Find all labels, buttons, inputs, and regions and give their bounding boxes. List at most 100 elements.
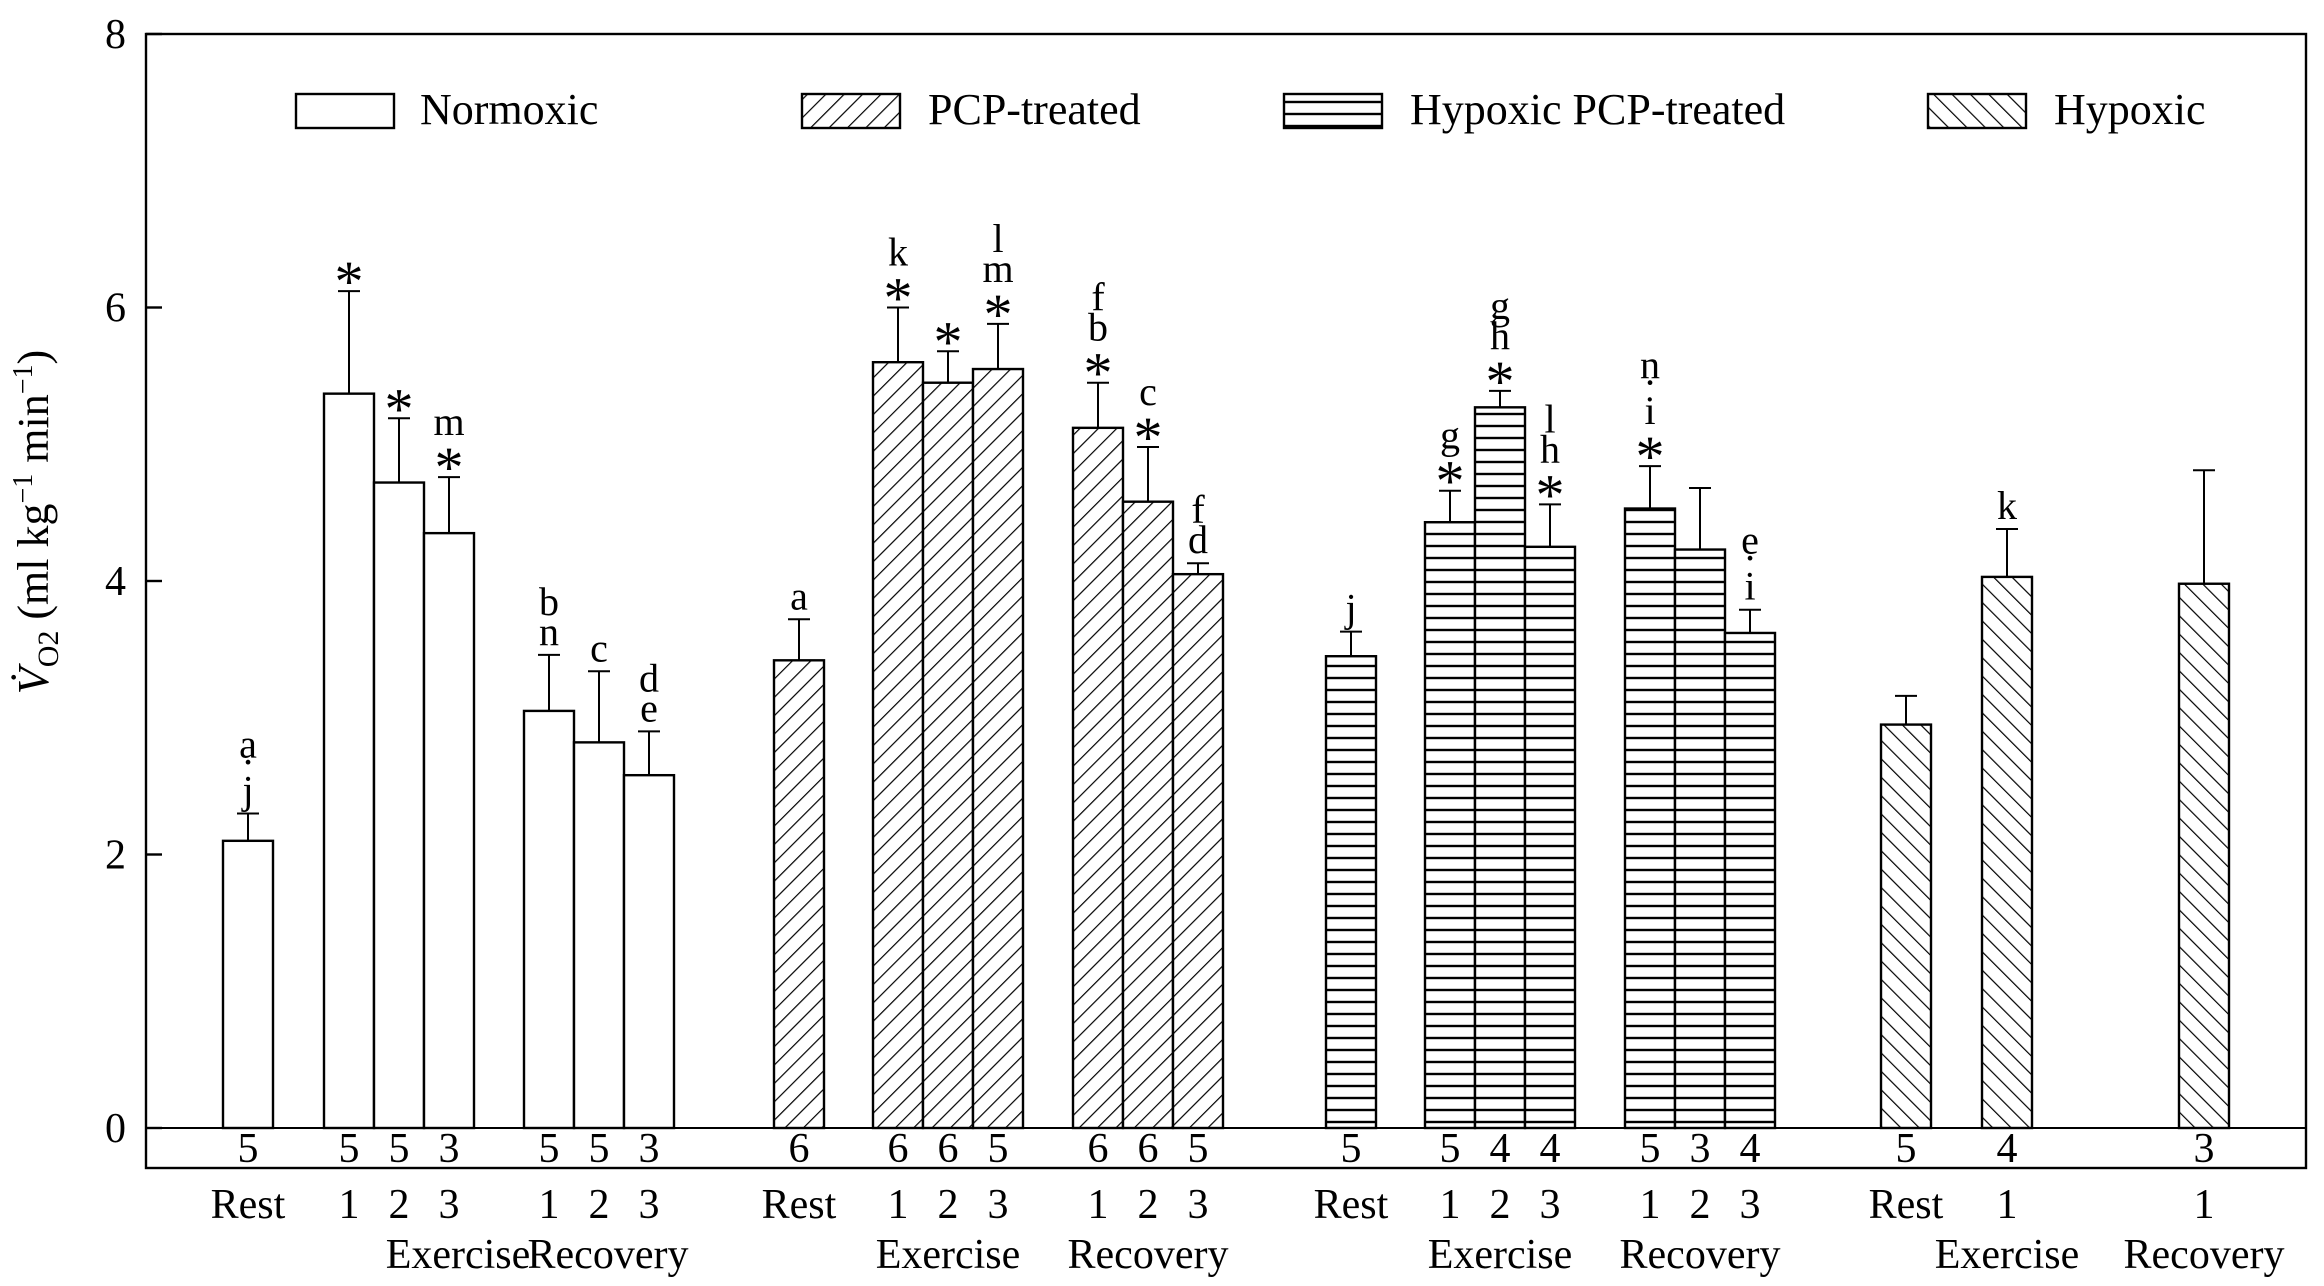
x-tick-label: Rest xyxy=(211,1182,286,1228)
significance-star: * xyxy=(1436,449,1465,514)
x-tick-label: 2 xyxy=(938,1182,959,1228)
x-tick-label: 2 xyxy=(1490,1182,1511,1228)
sample-size-label: 5 xyxy=(1440,1126,1461,1172)
bar xyxy=(1673,548,1727,1130)
sample-size-label: 3 xyxy=(439,1126,460,1172)
plot-area: j·a5Rest*51*52*m33nb51c52ed33a6Rest*k61*… xyxy=(211,216,2285,1278)
x-tick-label: 3 xyxy=(439,1182,460,1228)
annotation-letter: d xyxy=(639,655,659,700)
x-tick-label: 3 xyxy=(988,1182,1009,1228)
bar xyxy=(1171,572,1225,1130)
annotation-letter: h xyxy=(1540,426,1560,471)
annotation-letter: g xyxy=(1440,413,1460,458)
x-tick-label: 1 xyxy=(1440,1182,1461,1228)
legend-swatch xyxy=(294,92,396,130)
sample-size-label: 5 xyxy=(1341,1126,1362,1172)
annotation-letter: f xyxy=(1191,487,1205,532)
bar xyxy=(2177,582,2231,1130)
bar xyxy=(871,361,925,1130)
bar xyxy=(622,773,676,1130)
x-tick-label: 3 xyxy=(1740,1182,1761,1228)
annotation-letter: c xyxy=(1139,369,1157,414)
legend-label: Normoxic xyxy=(420,85,598,134)
x-tick-label: 3 xyxy=(1540,1182,1561,1228)
x-tick-label: 2 xyxy=(589,1182,610,1228)
sample-size-label: 3 xyxy=(639,1126,660,1172)
phase-label: Recovery xyxy=(1068,1232,1229,1278)
x-tick-label: 1 xyxy=(1088,1182,1109,1228)
x-tick-label: 3 xyxy=(1188,1182,1209,1228)
y-tick-label: 2 xyxy=(105,833,126,879)
x-tick-label: 1 xyxy=(888,1182,909,1228)
x-tick-label: 1 xyxy=(1640,1182,1661,1228)
x-tick-label: 2 xyxy=(389,1182,410,1228)
sample-size-label: 5 xyxy=(389,1126,410,1172)
sample-size-label: 4 xyxy=(1997,1126,2018,1172)
sample-size-label: 6 xyxy=(1088,1126,1109,1172)
bar xyxy=(1071,426,1125,1130)
x-tick-label: 1 xyxy=(2194,1182,2215,1228)
sample-size-label: 5 xyxy=(988,1126,1009,1172)
annotation-letter: l xyxy=(992,216,1003,261)
sample-size-label: 5 xyxy=(238,1126,259,1172)
y-axis-label: V̇O2 (ml kg−1 min−1) xyxy=(8,350,65,694)
bar xyxy=(522,709,576,1130)
x-tick-label: 2 xyxy=(1690,1182,1711,1228)
y-tick-label: 0 xyxy=(105,1106,126,1152)
sample-size-label: 3 xyxy=(2194,1126,2215,1172)
phase-label: Recovery xyxy=(2124,1232,2285,1278)
legend-label: Hypoxic PCP-treated xyxy=(1410,85,1785,134)
sample-size-label: 4 xyxy=(1490,1126,1511,1172)
annotation-letter: a xyxy=(790,573,808,618)
plot-frame xyxy=(144,32,2308,1170)
annotation-letter: m xyxy=(433,399,464,444)
sample-size-label: 6 xyxy=(789,1126,810,1172)
significance-star: * xyxy=(335,249,364,314)
sample-size-label: 6 xyxy=(888,1126,909,1172)
x-tick-label: Rest xyxy=(1869,1182,1944,1228)
series-group: 5 Rest k 4 1 3 1 xyxy=(1869,469,2231,1228)
sample-size-label: 6 xyxy=(1138,1126,1159,1172)
bar xyxy=(372,481,426,1130)
bar xyxy=(422,531,476,1130)
legend: Normoxic PCP-treated Hypoxic PCP-treated Hy… xyxy=(294,85,2206,134)
annotation-letter: e xyxy=(1741,518,1759,563)
significance-star: * xyxy=(1134,405,1163,470)
annotation-letter: i xyxy=(1744,564,1755,609)
x-tick-label: Rest xyxy=(762,1182,837,1228)
annotation-letter: f xyxy=(1091,275,1105,320)
phase-label: Recovery xyxy=(528,1232,689,1278)
annotation-letter: c xyxy=(590,625,608,670)
annotation-letter: m xyxy=(982,246,1013,291)
x-tick-label: 2 xyxy=(1138,1182,1159,1228)
significance-star: * xyxy=(934,309,963,374)
annotation-letter: j xyxy=(240,767,253,812)
sample-size-label: 5 xyxy=(539,1126,560,1172)
bar xyxy=(322,392,376,1130)
legend-item: Hypoxic PCP-treated xyxy=(1282,85,1785,134)
annotation-letter: n xyxy=(539,609,559,654)
significance-star: * xyxy=(1486,349,1515,414)
sample-size-label: 5 xyxy=(1896,1126,1917,1172)
bar xyxy=(1121,500,1175,1130)
annotation-letter: b xyxy=(539,579,559,624)
phase-label: Recovery xyxy=(1620,1232,1781,1278)
x-tick-label: 1 xyxy=(1997,1182,2018,1228)
sample-size-label: 5 xyxy=(339,1126,360,1172)
y-tick-label: 4 xyxy=(105,559,126,605)
bar xyxy=(1980,575,2034,1130)
y-axis: 0 2 4 6 8 xyxy=(105,12,2308,1170)
bar xyxy=(921,381,975,1130)
bar xyxy=(1523,545,1577,1130)
bar xyxy=(572,741,626,1130)
annotation-letter: g xyxy=(1490,283,1510,328)
x-tick-label: 1 xyxy=(339,1182,360,1228)
sample-size-label: 4 xyxy=(1740,1126,1761,1172)
x-tick-label: 1 xyxy=(539,1182,560,1228)
annotation-letter: k xyxy=(888,230,908,275)
legend-label: PCP-treated xyxy=(928,85,1141,134)
annotation-letter: e xyxy=(640,685,658,730)
